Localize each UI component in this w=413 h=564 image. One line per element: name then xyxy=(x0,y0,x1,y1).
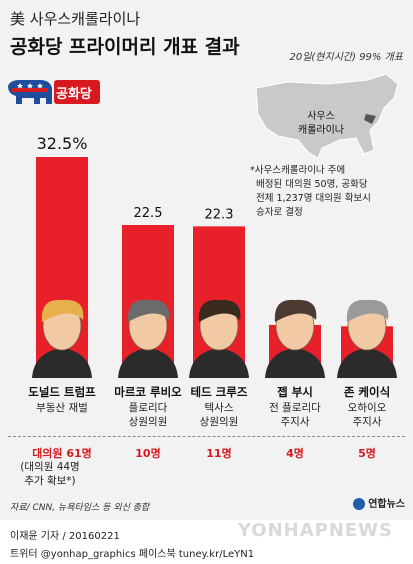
candidate-portrait-icon xyxy=(32,299,92,378)
delegate-extra-note: (대의원 44명 추가 확보*) xyxy=(4,460,96,488)
candidate-name: 테드 크루즈 xyxy=(190,385,248,399)
candidate-desc-line2: 주지사 xyxy=(280,416,310,428)
social-links: 트위터 @yonhap_graphics 페이스북 tuney.kr/LeYN1 xyxy=(10,549,255,560)
candidate-desc-line1: 전 플로리다 xyxy=(269,402,321,414)
candidate-delegates: 대의원 61명 xyxy=(32,447,92,460)
note-line: 승자로 결정 xyxy=(256,207,303,218)
us-map-icon xyxy=(255,73,399,159)
candidate-portrait-icon xyxy=(337,299,397,378)
candidate-desc-line2: 상원의원 xyxy=(199,416,239,428)
byline: 이재윤 기자 / 20160221 xyxy=(10,531,120,542)
candidate-delegates: 11명 xyxy=(206,447,232,460)
map-label-line1: 사우스 xyxy=(307,111,335,122)
subtitle: 20일(현지시간) 99% 개표 xyxy=(289,52,403,63)
bar-chart: 32.5%22.522.37.87.6 xyxy=(32,134,397,378)
title-line1: 美 사우스캐롤라이나 xyxy=(10,10,141,28)
yonhap-logo: 연합뉴스 xyxy=(353,495,405,510)
delegate-note-line1: (대의원 44명 xyxy=(20,461,80,473)
note-line: 전체 1,237명 대의원 확보시 xyxy=(256,193,371,204)
candidate-desc: 부동산 재벌 xyxy=(22,401,102,415)
candidate-desc-line2: 상원의원 xyxy=(128,416,168,428)
candidate-delegates: 10명 xyxy=(135,447,161,460)
candidate-name: 마르코 루비오 xyxy=(114,385,182,399)
logo-text: 연합뉴스 xyxy=(368,499,405,510)
delegate-note-line2: 추가 확보*) xyxy=(24,475,76,487)
candidate-name: 도널드 트럼프 xyxy=(28,385,96,399)
candidate-desc-line1: 부동산 재벌 xyxy=(36,402,88,414)
data-label: 22.3 xyxy=(205,207,234,222)
yonhap-logo-icon xyxy=(353,498,366,510)
candidate-desc-line1: 오하이오 xyxy=(347,402,387,414)
note-line: 배정된 대의원 50명, 공화당 xyxy=(256,179,368,190)
candidate-portrait-icon xyxy=(265,299,325,378)
candidate-desc-line2: 주지사 xyxy=(352,416,382,428)
candidate-portrait-icon xyxy=(118,299,178,378)
note-line: *사우스캐롤라이나 주에 xyxy=(250,165,346,176)
title-line2: 공화당 프라이머리 개표 결과 xyxy=(10,36,240,58)
map-state-label: 사우스 캐롤라이나 xyxy=(298,110,344,138)
data-label: 32.5% xyxy=(37,134,88,153)
candidate-portrait-icon xyxy=(189,299,249,378)
map-label-line2: 캐롤라이나 xyxy=(298,125,344,136)
party-label: 공화당 xyxy=(56,87,92,102)
candidate-delegates: 4명 xyxy=(286,447,304,460)
candidate-name: 젭 부시 xyxy=(277,385,313,399)
candidate-desc-line1: 텍사스 xyxy=(204,402,234,414)
divider xyxy=(8,436,405,437)
candidate-delegates: 5명 xyxy=(358,447,376,460)
delegate-rule-note: *사우스캐롤라이나 주에 배정된 대의원 50명, 공화당 전체 1,237명 … xyxy=(250,164,410,220)
candidate-desc-line1: 플로리다 xyxy=(128,402,168,414)
source-credit: 자료/ CNN, 뉴욕타임스 등 외신 종합 xyxy=(10,503,150,513)
data-label: 22.5 xyxy=(134,206,163,221)
candidate-name: 존 케이식 xyxy=(343,385,391,399)
republican-elephant-icon xyxy=(8,80,100,104)
watermark: YONHAPNEWS xyxy=(237,520,393,541)
